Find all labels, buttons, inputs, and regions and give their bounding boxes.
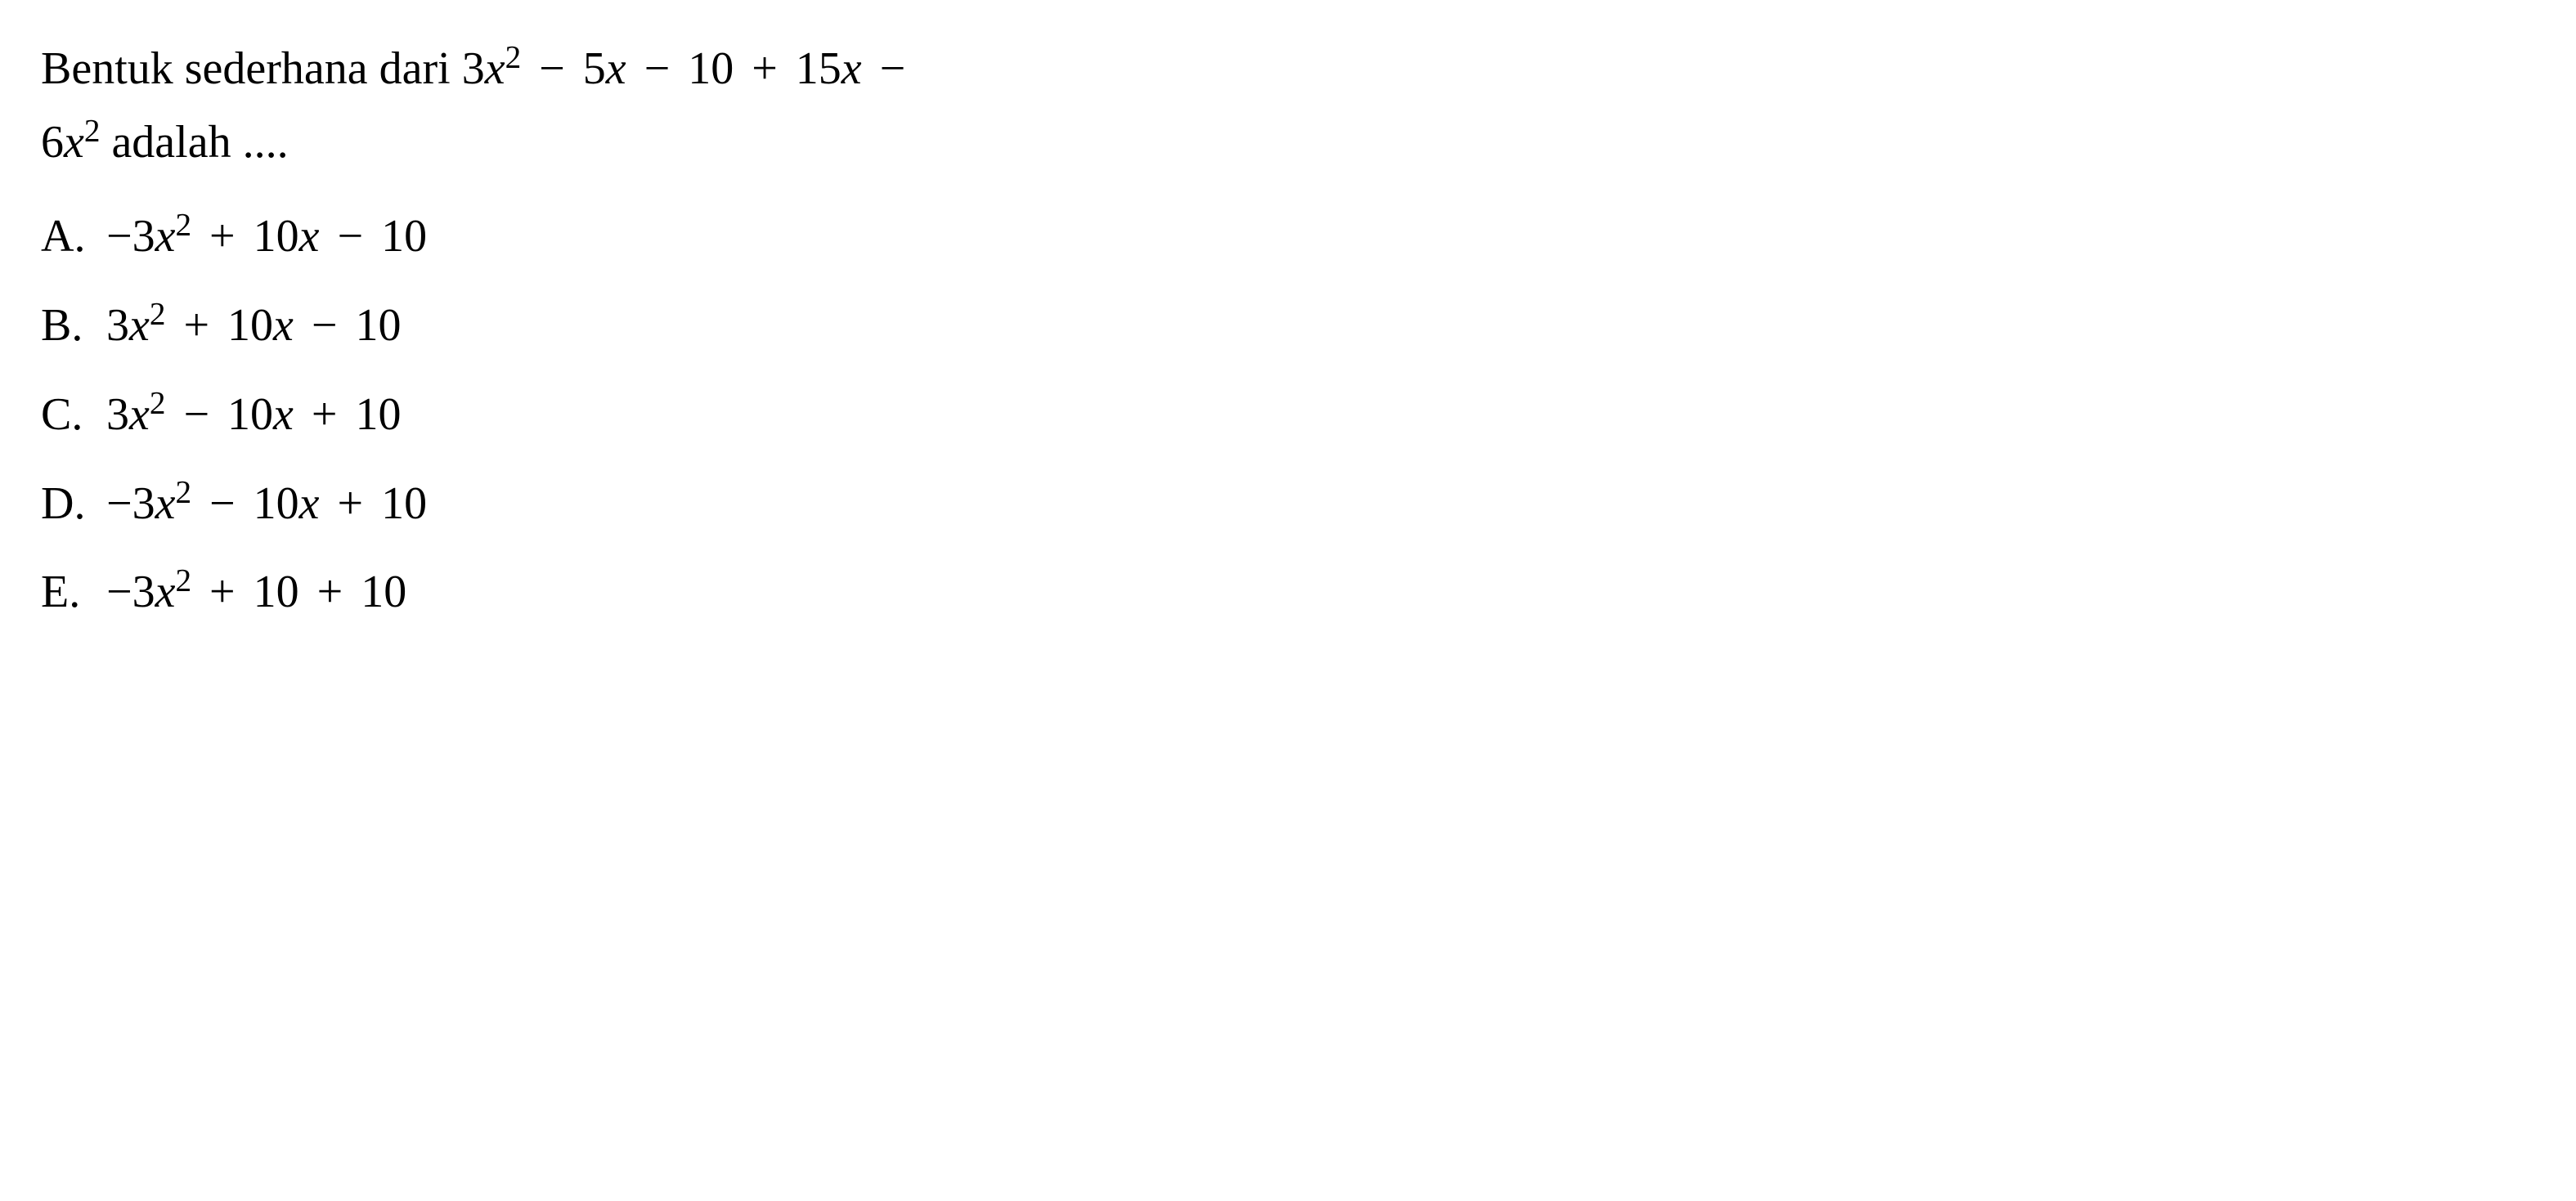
option-b-expression: 3x2 + 10x − 10 [106,285,402,367]
question-prefix: Bentuk sederhana dari [41,43,462,94]
option-c-expression: 3x2 − 10x + 10 [106,374,402,456]
option-e-expression: −3x2 + 10 + 10 [106,551,406,634]
question-expression-line2: 6x2 [41,117,100,168]
question-expression: 3x2 − 5x − 10 + 15x − [462,43,913,94]
option-b-letter: B. [41,285,106,367]
option-e-letter: E. [41,551,106,634]
option-b: B. 3x2 + 10x − 10 [41,285,2535,367]
option-d-letter: D. [41,463,106,545]
options-list: A. −3x2 + 10x − 10 B. 3x2 + 10x − 10 C. … [41,195,2535,634]
option-e: E. −3x2 + 10 + 10 [41,551,2535,634]
option-c-letter: C. [41,374,106,456]
option-c: C. 3x2 − 10x + 10 [41,374,2535,456]
question-suffix: adalah .... [100,117,288,168]
option-a: A. −3x2 + 10x − 10 [41,195,2535,278]
option-d-expression: −3x2 − 10x + 10 [106,463,427,545]
option-a-letter: A. [41,195,106,278]
question-text: Bentuk sederhana dari 3x2 − 5x − 10 + 15… [41,33,2535,179]
option-d: D. −3x2 − 10x + 10 [41,463,2535,545]
option-a-expression: −3x2 + 10x − 10 [106,195,427,278]
